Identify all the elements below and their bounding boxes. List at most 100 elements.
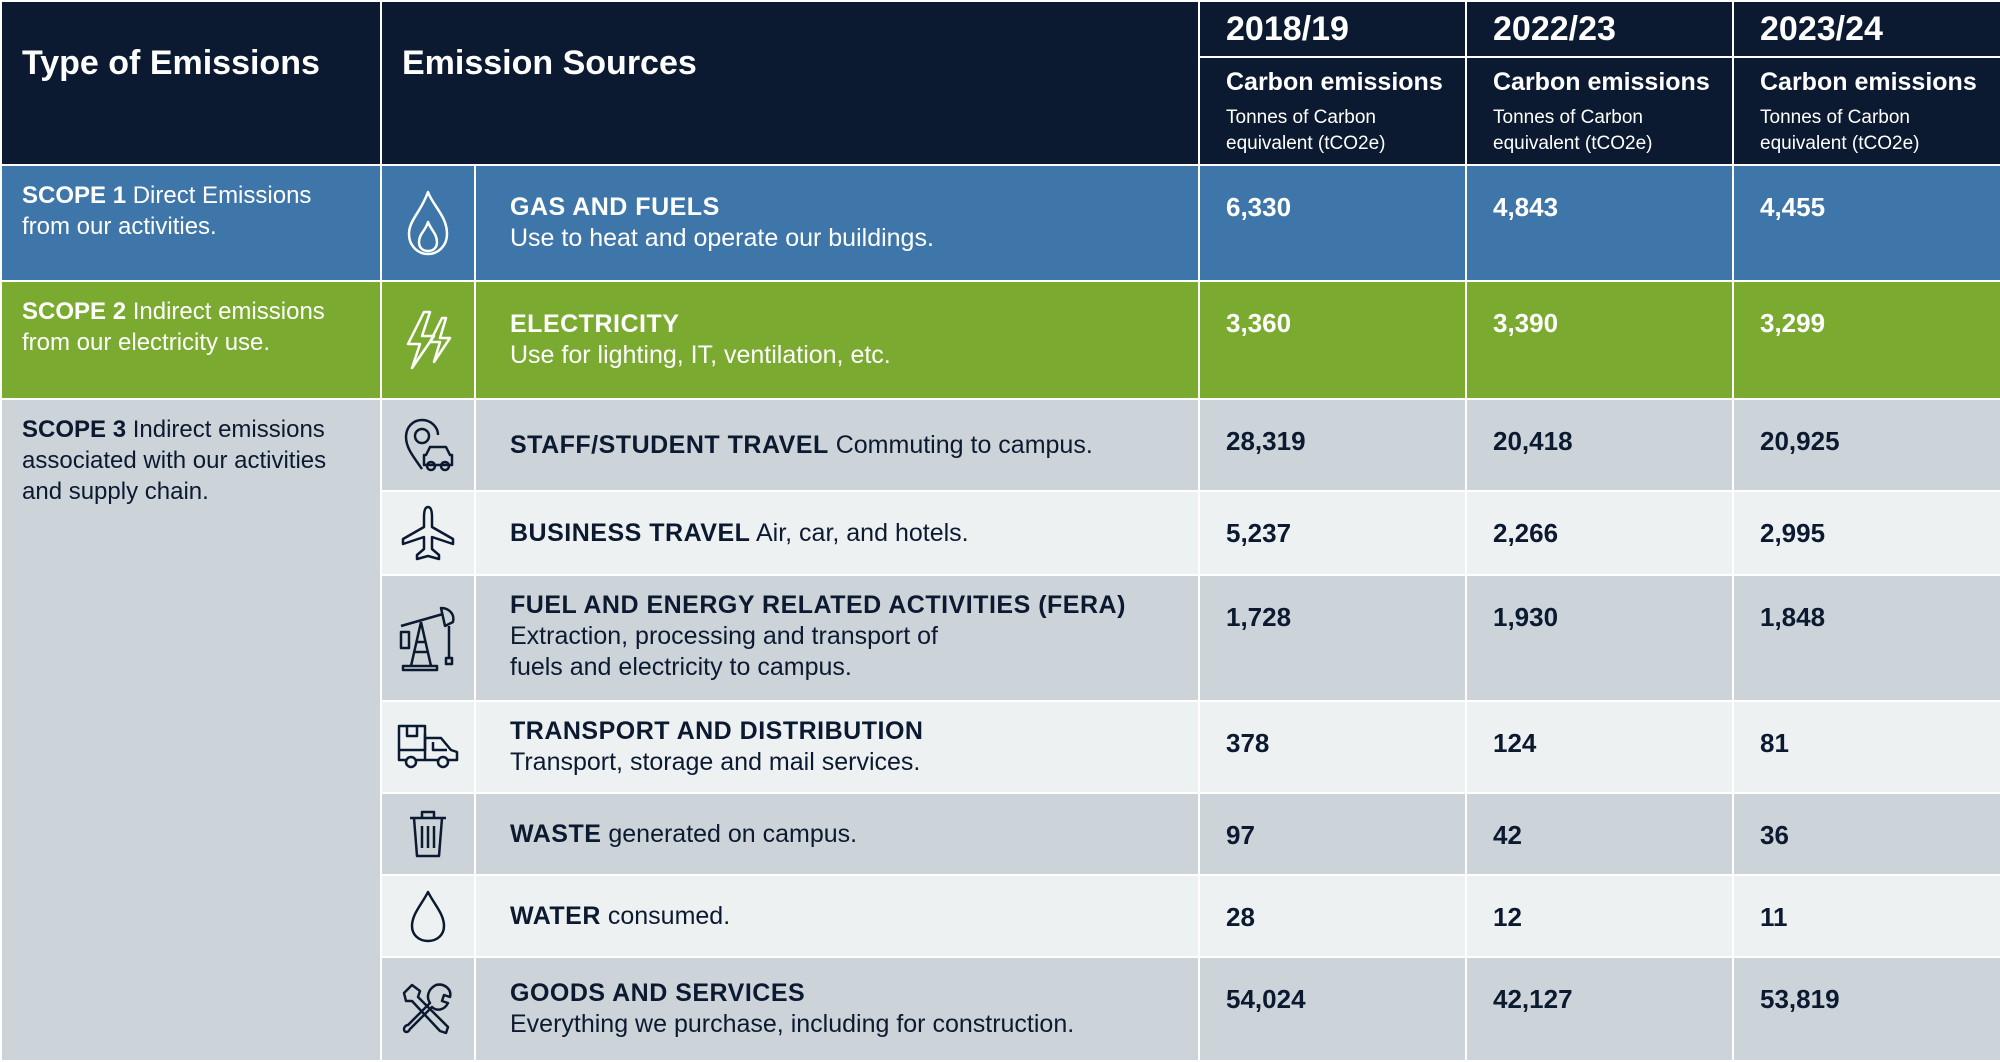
source-title: WASTE: [510, 819, 602, 848]
scope-1-cell: SCOPE 1 Direct Emissions from our activi…: [0, 164, 382, 282]
icon-cell: [380, 874, 476, 958]
source-cell: ELECTRICITY Use for lighting, IT, ventil…: [474, 280, 1200, 400]
lightning-icon: [406, 310, 452, 370]
value-2023-24: 3,299: [1732, 280, 2000, 400]
value-2023-24: 81: [1732, 700, 2000, 794]
value-2023-24: 53,819: [1732, 956, 2000, 1062]
value-2022-23: 12: [1465, 874, 1734, 958]
year-header-2022-23: 2022/23: [1465, 0, 1734, 58]
value-2022-23: 42,127: [1465, 956, 1734, 1062]
source-cell: WASTE generated on campus.: [474, 792, 1200, 876]
value-2022-23: 3,390: [1465, 280, 1734, 400]
source-title: FUEL AND ENERGY RELATED ACTIVITIES (FERA…: [510, 591, 1126, 619]
source-cell: GAS AND FUELS Use to heat and operate ou…: [474, 164, 1200, 282]
header-row-units: Carbon emissions Tonnes of Carbon equiva…: [1, 56, 2000, 166]
value-2018-19: 54,024: [1198, 956, 1467, 1062]
icon-cell: [380, 280, 476, 400]
value-2018-19: 378: [1198, 700, 1467, 794]
source-desc: Use for lighting, IT, ventilation, etc.: [510, 341, 891, 369]
source-cell: GOODS AND SERVICES Everything we purchas…: [474, 956, 1200, 1062]
year-header-2023-24: 2023/24: [1732, 0, 2000, 58]
unit-title: Carbon emissions: [1226, 68, 1443, 96]
source-desc: Air, car, and hotels.: [750, 518, 969, 547]
flame-icon: [407, 190, 449, 256]
source-cell: FUEL AND ENERGY RELATED ACTIVITIES (FERA…: [474, 574, 1200, 702]
header-row-years: Type of Emissions Emission Sources 2018/…: [0, 0, 2000, 166]
value-2023-24: 1,848: [1732, 574, 2000, 702]
scope-3-cell: SCOPE 3 Indirect emissions associated wi…: [0, 398, 382, 1062]
source-desc: generated on campus.: [601, 819, 858, 848]
icon-cell: [380, 574, 476, 702]
source-desc: Transport, storage and mail services.: [510, 748, 921, 776]
source-title: ELECTRICITY: [510, 310, 680, 338]
tools-icon: [402, 983, 452, 1035]
delivery-truck-icon: [397, 724, 459, 769]
source-cell: TRANSPORT AND DISTRIBUTION Transport, st…: [474, 700, 1200, 794]
car-pin-icon: [404, 418, 454, 472]
trash-bin-icon: [410, 810, 446, 858]
airplane-icon: [401, 505, 455, 561]
table-row-electricity: SCOPE 2 Indirect emissions from our elec…: [0, 280, 2000, 400]
source-title: GOODS AND SERVICES: [510, 979, 806, 1007]
source-desc: Everything we purchase, including for co…: [510, 1010, 1075, 1038]
value-2018-19: 5,237: [1198, 490, 1467, 576]
value-2018-19: 1,728: [1198, 574, 1467, 702]
value-2023-24: 36: [1732, 792, 2000, 876]
source-desc: Commuting to campus.: [828, 430, 1093, 459]
source-title: WATER: [510, 901, 601, 930]
scope-1-title: SCOPE 1: [22, 182, 127, 209]
source-desc: Extraction, processing and transport of …: [510, 622, 939, 681]
value-2022-23: 20,418: [1465, 398, 1734, 492]
value-2018-19: 6,330: [1198, 164, 1467, 282]
scope-2-desc: Indirect emissions from our electricity …: [22, 298, 325, 356]
source-cell: STAFF/STUDENT TRAVEL Commuting to campus…: [474, 398, 1200, 492]
water-drop-icon: [410, 890, 446, 943]
icon-cell: [380, 792, 476, 876]
unit-subtitle: Tonnes of Carbon equivalent (tCO2e): [1226, 107, 1386, 154]
value-2023-24: 2,995: [1732, 490, 2000, 576]
value-2022-23: 124: [1465, 700, 1734, 794]
value-2022-23: 42: [1465, 792, 1734, 876]
value-2018-19: 97: [1198, 792, 1467, 876]
source-title: STAFF/STUDENT TRAVEL: [510, 430, 829, 459]
value-2022-23: 4,843: [1465, 164, 1734, 282]
unit-subtitle: Tonnes of Carbon equivalent (tCO2e): [1493, 107, 1653, 154]
value-2018-19: 28,319: [1198, 398, 1467, 492]
icon-cell: [380, 164, 476, 282]
scope-2-title: SCOPE 2: [22, 298, 127, 325]
source-title: GAS AND FUELS: [510, 193, 720, 221]
table-row-staff-student-travel: SCOPE 3 Indirect emissions associated wi…: [0, 398, 2000, 1062]
unit-title: Carbon emissions: [1760, 68, 1977, 96]
unit-header-2023-24: Carbon emissions Tonnes of Carbon equiva…: [1732, 56, 2000, 166]
source-desc: Use to heat and operate our buildings.: [510, 224, 934, 252]
icon-cell: [380, 398, 476, 492]
value-2022-23: 1,930: [1465, 574, 1734, 702]
table-row-gas-and-fuels: SCOPE 1 Direct Emissions from our activi…: [0, 164, 2000, 282]
type-of-emissions-header: Type of Emissions: [0, 0, 382, 166]
value-2022-23: 2,266: [1465, 490, 1734, 576]
source-cell: BUSINESS TRAVEL Air, car, and hotels.: [474, 490, 1200, 576]
table-row-water: WATER consumed. 28 12 11: [1, 874, 2000, 958]
icon-cell: [380, 956, 476, 1062]
scope-3-desc: Indirect emissions associated with our a…: [22, 416, 327, 505]
scope-3-title: SCOPE 3: [22, 416, 127, 443]
oil-pump-icon: [399, 606, 455, 672]
unit-subtitle: Tonnes of Carbon equivalent (tCO2e): [1760, 107, 1920, 154]
scope-2-cell: SCOPE 2 Indirect emissions from our elec…: [0, 280, 382, 400]
value-2018-19: 28: [1198, 874, 1467, 958]
unit-title: Carbon emissions: [1493, 68, 1710, 96]
year-header-2018-19: 2018/19: [1198, 0, 1467, 58]
source-title: TRANSPORT AND DISTRIBUTION: [510, 717, 924, 745]
value-2023-24: 11: [1732, 874, 2000, 958]
table-row-waste: WASTE generated on campus. 97 42 36: [1, 792, 2000, 876]
value-2023-24: 4,455: [1732, 164, 2000, 282]
icon-cell: [380, 490, 476, 576]
unit-header-2022-23: Carbon emissions Tonnes of Carbon equiva…: [1465, 56, 1734, 166]
source-title: BUSINESS TRAVEL: [510, 518, 751, 547]
value-2023-24: 20,925: [1732, 398, 2000, 492]
source-desc: consumed.: [600, 901, 731, 930]
unit-header-2018-19: Carbon emissions Tonnes of Carbon equiva…: [1198, 56, 1467, 166]
icon-cell: [380, 700, 476, 794]
